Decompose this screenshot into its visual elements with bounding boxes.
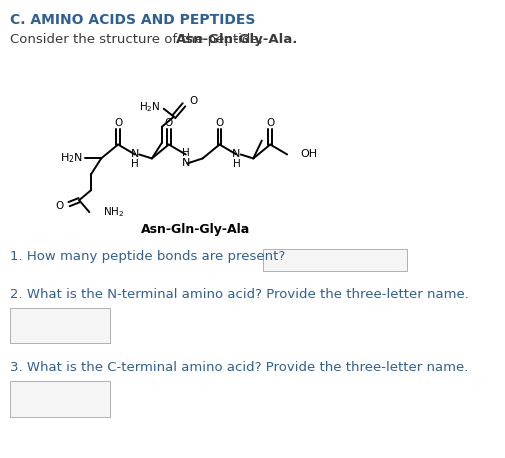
Text: N: N xyxy=(232,149,240,159)
Text: H: H xyxy=(182,148,189,158)
Text: NH$_2$: NH$_2$ xyxy=(103,205,124,219)
Text: N: N xyxy=(131,149,139,159)
Text: Asn-Gln-Gly-Ala.: Asn-Gln-Gly-Ala. xyxy=(176,33,299,46)
Bar xyxy=(264,249,407,271)
Text: N: N xyxy=(181,158,190,169)
Text: Consider the structure of the peptide,: Consider the structure of the peptide, xyxy=(10,33,267,46)
Text: O: O xyxy=(266,118,274,128)
Text: H: H xyxy=(233,159,240,169)
Text: H$_2$N: H$_2$N xyxy=(139,100,161,114)
Bar xyxy=(10,381,110,417)
Text: H: H xyxy=(131,159,139,169)
Text: Asn-Gln-Gly-Ala: Asn-Gln-Gly-Ala xyxy=(141,224,250,236)
Text: OH: OH xyxy=(300,149,318,159)
Text: 3. What is the C-terminal amino acid? Provide the three-letter name.: 3. What is the C-terminal amino acid? Pr… xyxy=(10,361,468,374)
Text: 2. What is the N-terminal amino acid? Provide the three-letter name.: 2. What is the N-terminal amino acid? Pr… xyxy=(10,288,469,300)
Text: H$_2$N: H$_2$N xyxy=(61,152,83,165)
Text: O: O xyxy=(216,118,224,128)
Text: 1. How many peptide bonds are present?: 1. How many peptide bonds are present? xyxy=(10,250,285,263)
Text: O: O xyxy=(114,118,122,128)
Bar xyxy=(10,307,110,344)
Text: O: O xyxy=(56,201,64,211)
Text: O: O xyxy=(189,96,197,106)
Text: C. AMINO ACIDS AND PEPTIDES: C. AMINO ACIDS AND PEPTIDES xyxy=(10,13,255,27)
Text: O: O xyxy=(165,118,173,128)
